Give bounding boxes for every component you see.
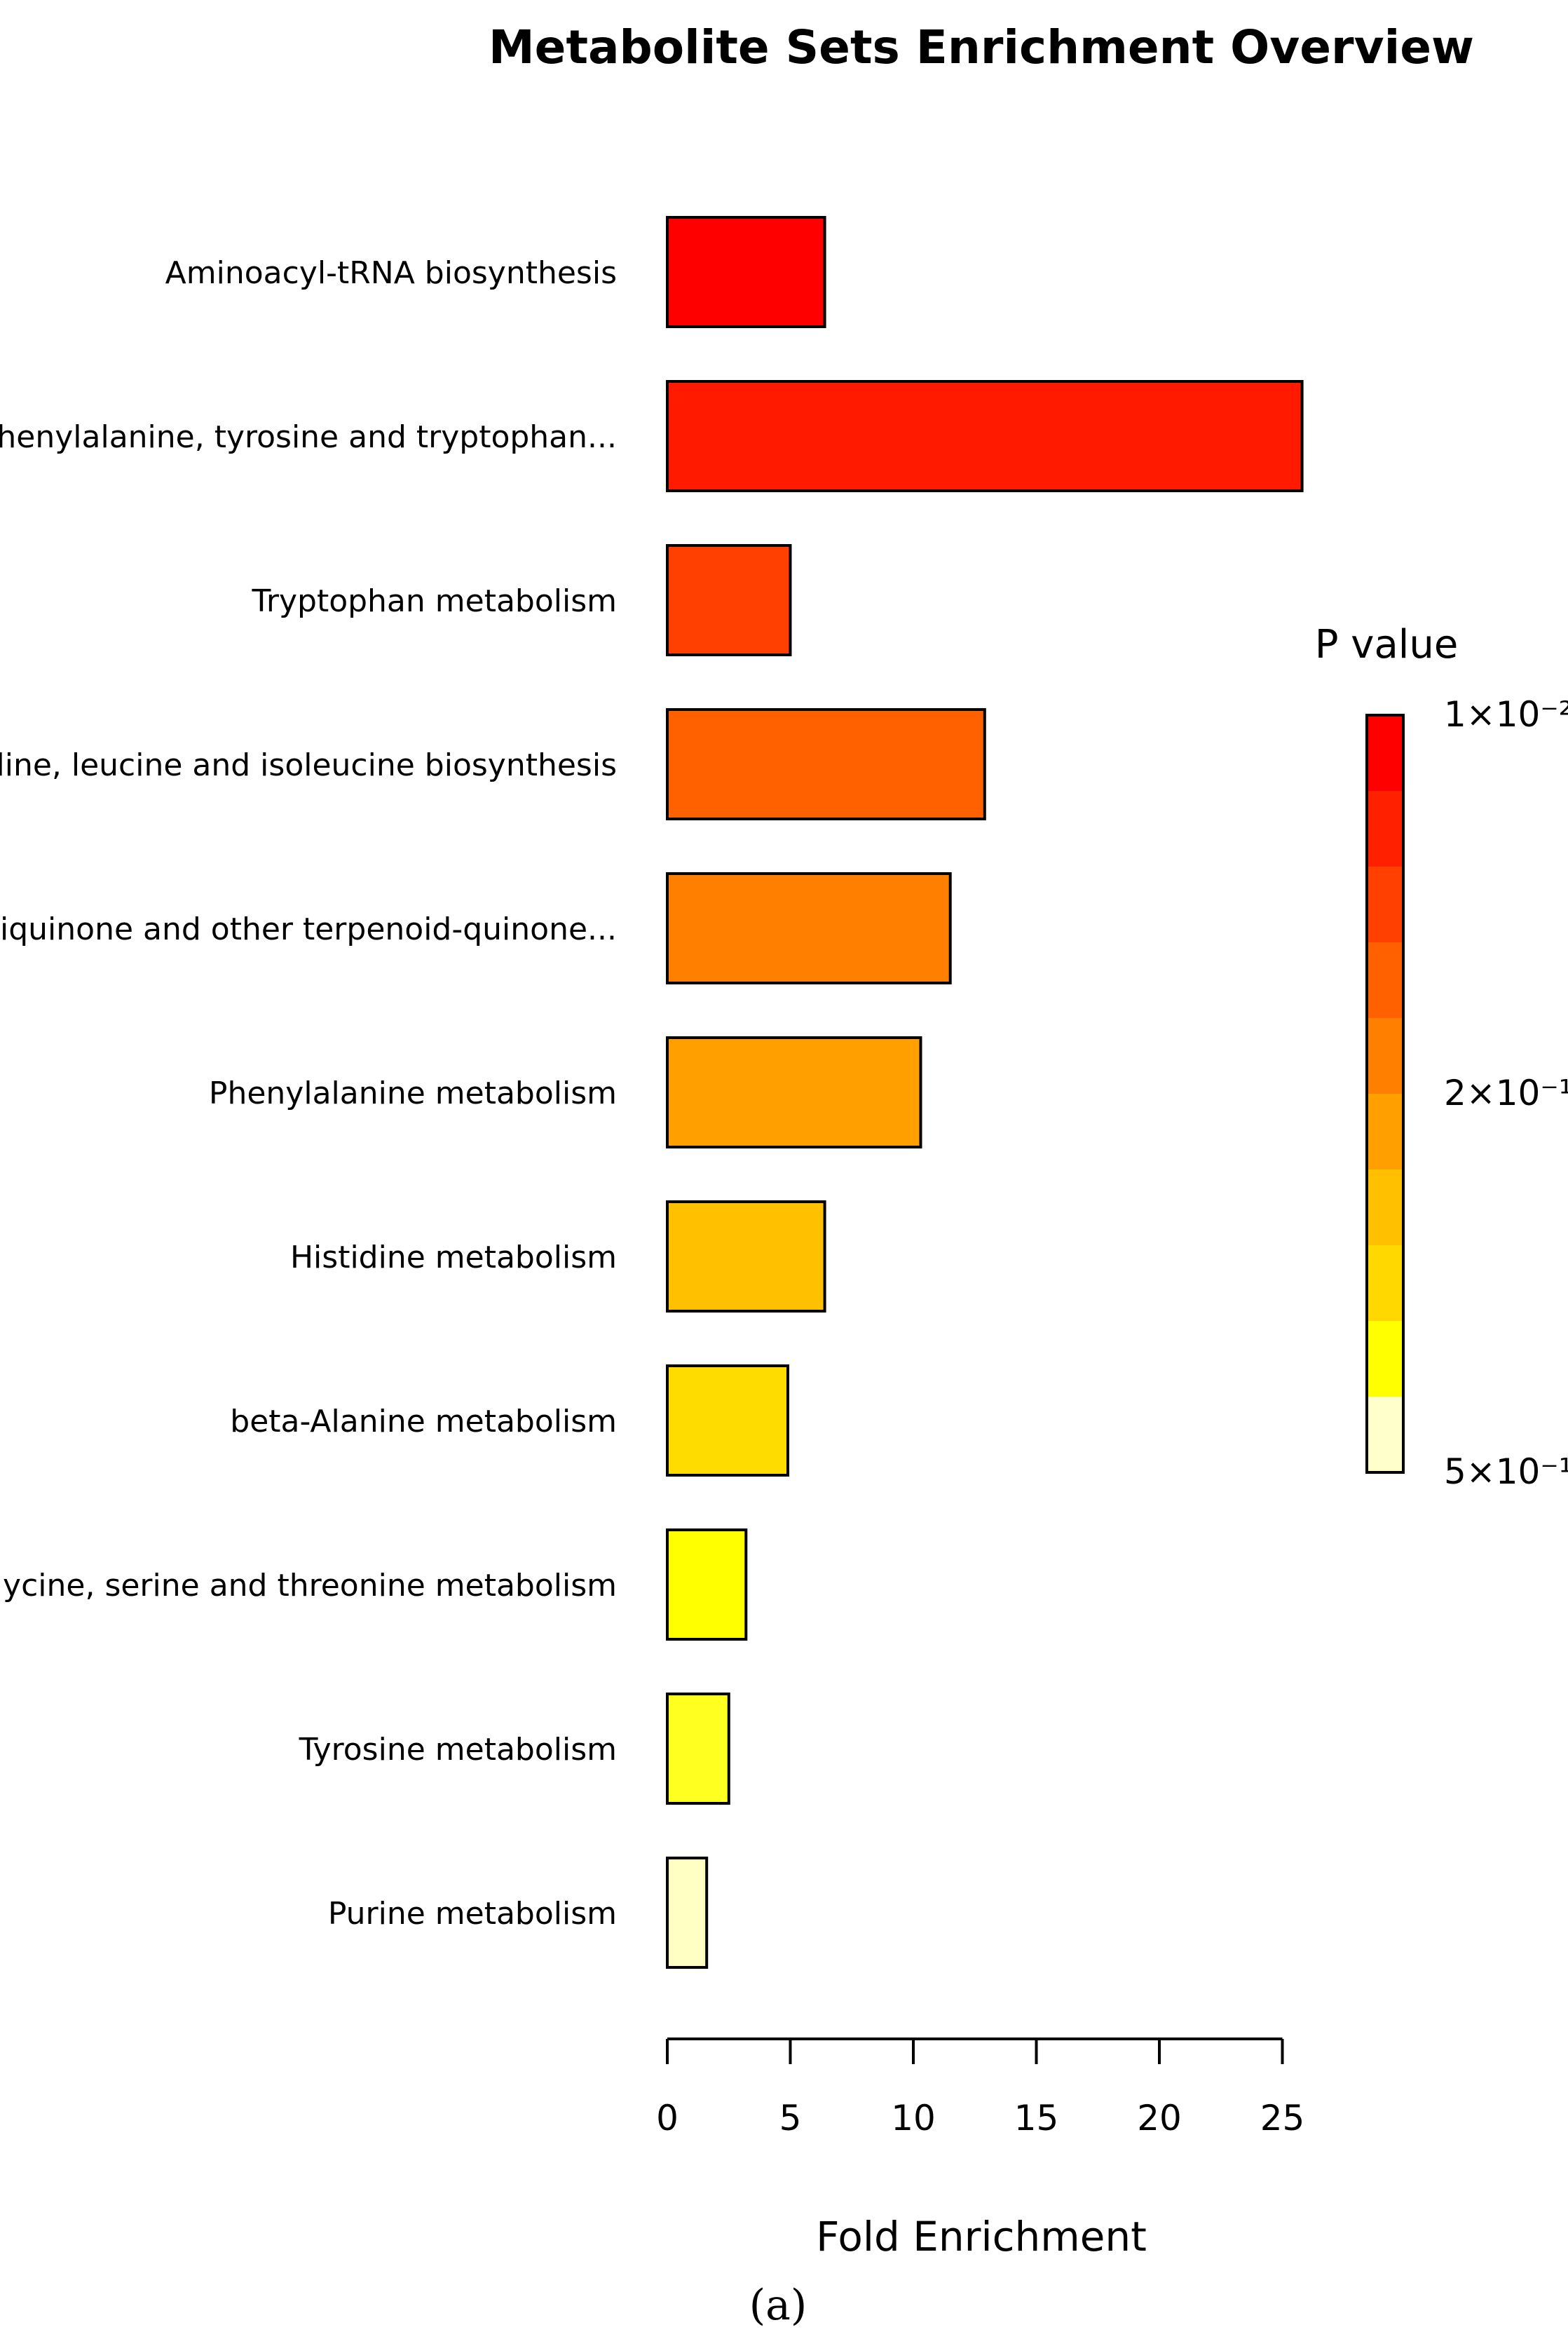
x-tick-label-3: 15 bbox=[1014, 2098, 1059, 2138]
bar-9 bbox=[666, 1693, 730, 1805]
legend-tick-label-0: 1×10⁻² bbox=[1444, 694, 1568, 735]
bar-10 bbox=[666, 1857, 709, 1969]
legend-colorbar bbox=[1365, 714, 1405, 1474]
category-labels-group: Aminoacyl-tRNA biosynthesis Phenylalanine… bbox=[0, 255, 617, 1932]
legend-swatch-0 bbox=[1367, 715, 1403, 792]
bar-4 bbox=[666, 872, 952, 984]
x-tick-label-4: 20 bbox=[1137, 2098, 1182, 2138]
category-label-2: Tryptophan metabolism bbox=[251, 583, 617, 619]
bar-8 bbox=[666, 1528, 748, 1641]
category-label-7: beta-Alanine metabolism bbox=[230, 1404, 617, 1439]
category-label-5: Phenylalanine metabolism bbox=[209, 1076, 617, 1111]
legend-swatch-1 bbox=[1367, 791, 1403, 867]
bar-6 bbox=[666, 1200, 826, 1313]
bars-group bbox=[666, 216, 1304, 1969]
legend-swatch-9 bbox=[1367, 1397, 1403, 1473]
category-label-0: Aminoacyl-tRNA biosynthesis bbox=[165, 255, 617, 291]
bar-1 bbox=[666, 380, 1304, 492]
legend-tick-label-1: 2×10⁻¹ bbox=[1444, 1073, 1568, 1113]
legend-swatch-3 bbox=[1367, 942, 1403, 1019]
x-tick-label-0: 0 bbox=[656, 2098, 679, 2138]
legend-tick-label-2: 5×10⁻¹ bbox=[1444, 1451, 1568, 1492]
legend-swatch-8 bbox=[1367, 1321, 1403, 1397]
x-axis-title: Fold Enrichment bbox=[816, 2213, 1147, 2260]
bar-7 bbox=[666, 1364, 789, 1477]
x-tick-label-5: 25 bbox=[1260, 2098, 1305, 2138]
category-label-10: Purine metabolism bbox=[328, 1896, 617, 1932]
legend-swatch-7 bbox=[1367, 1245, 1403, 1322]
category-label-6: Histidine metabolism bbox=[290, 1240, 617, 1275]
legend-swatch-4 bbox=[1367, 1018, 1403, 1094]
x-tick-label-1: 5 bbox=[779, 2098, 802, 2138]
chart-title: Metabolite Sets Enrichment Overview bbox=[489, 20, 1474, 74]
category-label-3: Valine, leucine and isoleucine biosynthe… bbox=[0, 747, 617, 783]
legend-title: P value bbox=[1315, 622, 1459, 667]
legend-colorbar-border bbox=[1365, 714, 1405, 1474]
bar-5 bbox=[666, 1036, 922, 1148]
legend-swatch-2 bbox=[1367, 867, 1403, 943]
bar-0 bbox=[666, 216, 826, 328]
x-tick-label-2: 10 bbox=[891, 2098, 936, 2138]
panel-label: (a) bbox=[749, 2281, 807, 2330]
bar-3 bbox=[666, 708, 986, 820]
bar-2 bbox=[666, 544, 792, 656]
category-label-4: Ubiquinone and other terpenoid-quinone..… bbox=[0, 911, 617, 947]
legend-swatch-5 bbox=[1367, 1094, 1403, 1170]
legend: P value 1×10⁻² 2×10⁻¹ 5×10⁻¹ bbox=[1315, 622, 1568, 1492]
category-label-9: Tyrosine metabolism bbox=[299, 1732, 617, 1768]
legend-tick-labels: 1×10⁻² 2×10⁻¹ 5×10⁻¹ bbox=[1444, 694, 1568, 1492]
x-axis: 0 5 10 15 20 25 bbox=[656, 2038, 1305, 2138]
legend-swatch-6 bbox=[1367, 1169, 1403, 1246]
category-label-1: Phenylalanine, tyrosine and tryptophan..… bbox=[0, 419, 617, 455]
category-label-8: Glycine, serine and threonine metabolism bbox=[0, 1568, 617, 1603]
